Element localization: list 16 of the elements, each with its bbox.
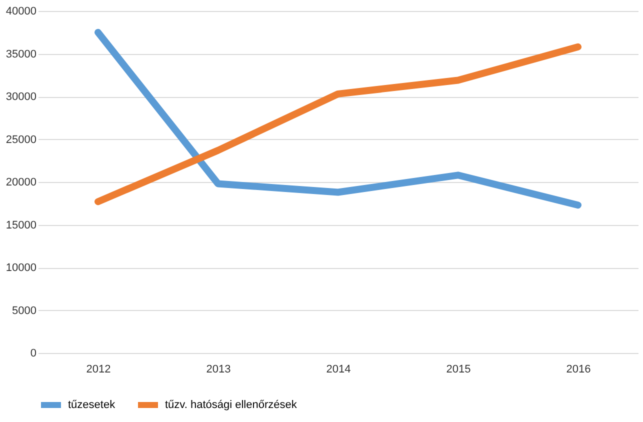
y-tick-label: 20000 xyxy=(6,176,36,188)
y-tick-label: 25000 xyxy=(6,134,36,146)
x-tick-label: 2015 xyxy=(446,364,471,376)
legend-label: tűzesetek xyxy=(68,399,116,411)
x-tick-label: 2013 xyxy=(206,364,231,376)
y-tick-label: 10000 xyxy=(6,262,36,274)
y-tick-label: 35000 xyxy=(6,48,36,60)
x-tick-label: 2014 xyxy=(326,364,351,376)
x-tick-label: 2012 xyxy=(86,364,111,376)
y-tick-label: 0 xyxy=(30,348,36,360)
legend-label: tűzv. hatósági ellenőrzések xyxy=(165,399,298,411)
x-tick-label: 2016 xyxy=(566,364,591,376)
y-tick-label: 15000 xyxy=(6,219,36,232)
y-tick-label: 5000 xyxy=(12,304,36,317)
y-tick-label: 40000 xyxy=(6,6,36,18)
y-tick-label: 30000 xyxy=(6,91,36,103)
